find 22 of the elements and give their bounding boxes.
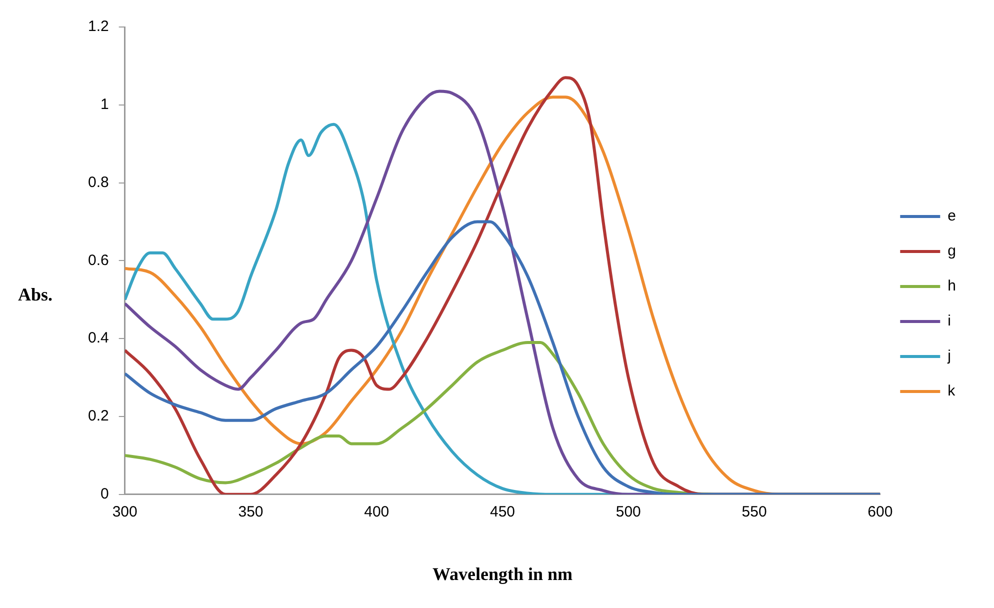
x-tick-label: 450: [490, 504, 516, 521]
x-axis-title: Wavelength in nm: [432, 564, 573, 584]
y-tick-label: 0: [100, 486, 109, 503]
y-tick-label: 1.2: [88, 18, 109, 36]
y-tick-label: 0.6: [88, 252, 109, 269]
y-tick-label: 0.4: [88, 330, 109, 347]
legend-label: e: [948, 208, 956, 225]
legend-label: i: [948, 312, 951, 330]
legend-label: j: [946, 348, 951, 365]
legend-label: g: [948, 242, 956, 260]
y-tick-label: 1: [100, 96, 109, 114]
x-tick-label: 300: [112, 504, 138, 521]
y-axis-title: Abs.: [18, 284, 53, 304]
y-tick-label: 0.8: [88, 174, 109, 191]
legend-label: k: [948, 382, 956, 400]
x-tick-label: 600: [868, 504, 893, 521]
x-tick-label: 350: [238, 504, 264, 521]
x-tick-label: 400: [364, 504, 390, 521]
x-tick-label: 500: [616, 504, 641, 521]
y-tick-label: 0.2: [88, 408, 109, 425]
legend-label: h: [948, 278, 956, 295]
x-tick-label: 550: [742, 504, 767, 521]
